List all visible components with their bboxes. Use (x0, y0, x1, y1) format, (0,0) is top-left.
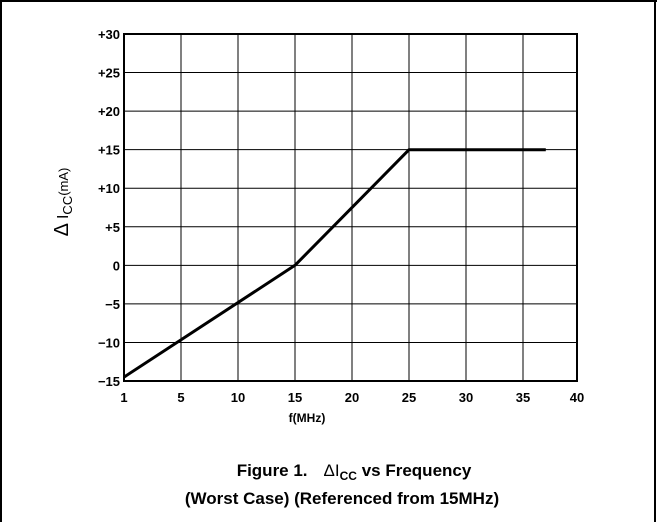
caption-delta: ΔI (324, 461, 340, 480)
y-axis-label-main: I (55, 215, 72, 219)
y-tick-label: −10 (98, 335, 120, 350)
y-tick-label: +5 (105, 220, 120, 235)
x-tick-label: 10 (231, 390, 245, 405)
y-tick-label: +10 (98, 181, 120, 196)
y-tick-label: +20 (98, 104, 120, 119)
y-axis-label: ΔICC(mA) (51, 168, 75, 237)
x-tick-label: 35 (516, 390, 530, 405)
x-tick-label: 1 (120, 390, 127, 405)
x-tick-label: 15 (288, 390, 302, 405)
y-tick-label: +25 (98, 66, 120, 81)
y-tick-label: 0 (113, 258, 120, 273)
y-axis-label-sub: CC (60, 196, 75, 215)
y-tick-label: −5 (105, 297, 120, 312)
y-axis-ticks: −15 −10 −5 0 +5 +10 +15 +20 +25 +30 (98, 27, 120, 389)
plot-area (123, 33, 578, 382)
y-axis-label-delta: Δ (51, 223, 73, 236)
y-axis-label-unit: (mA) (56, 168, 71, 196)
caption-line-2: (Worst Case) (Referenced from 15MHz) (185, 489, 499, 508)
caption-suffix: vs Frequency (357, 461, 472, 480)
y-tick-label: +30 (98, 27, 120, 42)
series-line (123, 148, 546, 379)
caption-line-1: Figure 1. ΔICC vs Frequency (237, 461, 472, 483)
y-tick-label: +15 (98, 143, 120, 158)
grid (124, 34, 577, 381)
caption-sub: CC (340, 469, 358, 483)
x-tick-label: 5 (177, 390, 184, 405)
series-group (123, 148, 546, 379)
y-tick-label: −15 (98, 374, 120, 389)
x-tick-label: 20 (345, 390, 359, 405)
x-axis-label: f(MHz) (289, 411, 326, 425)
x-tick-label: 40 (570, 390, 584, 405)
caption-prefix: Figure 1. (237, 461, 308, 480)
x-tick-label: 30 (459, 390, 473, 405)
x-tick-label: 25 (402, 390, 416, 405)
x-axis-ticks: 1 5 10 15 20 25 30 35 40 (120, 390, 584, 405)
